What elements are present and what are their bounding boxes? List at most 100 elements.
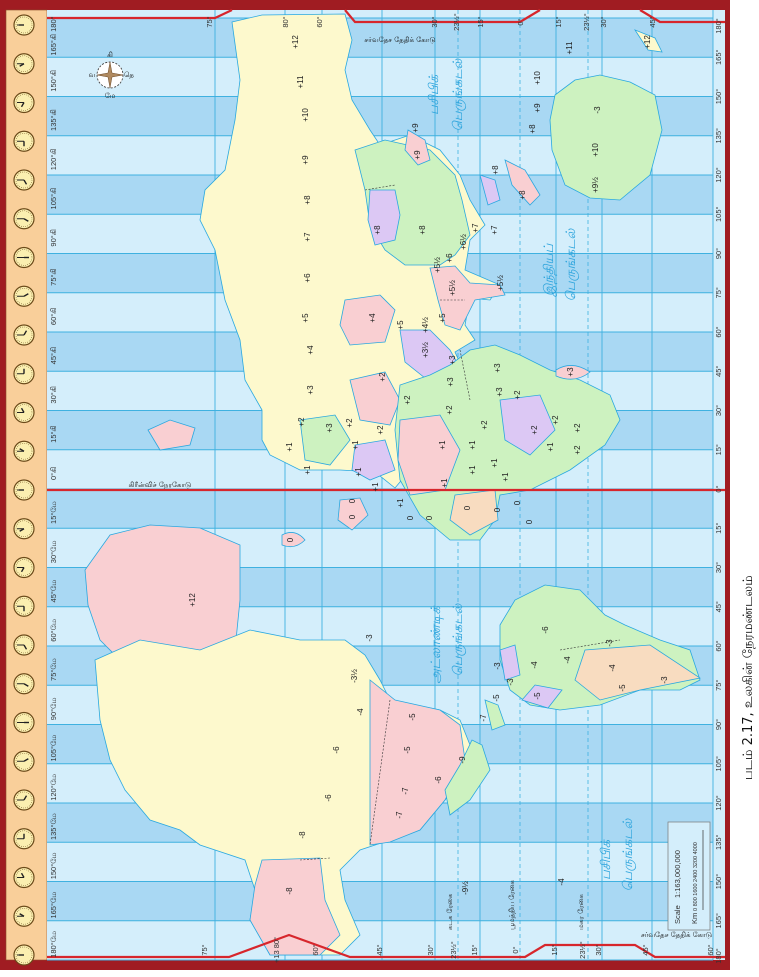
- time-zone-band: [47, 881, 725, 921]
- clock-ticks: [15, 675, 33, 693]
- left-longitude-label: 60°கி: [49, 308, 58, 326]
- time-zone-offset-label: -7: [395, 811, 404, 819]
- time-zone-offset-label: -4: [356, 708, 365, 716]
- time-zone-offset-label: +10: [301, 108, 310, 122]
- time-zone-offset-label: +1: [468, 465, 477, 475]
- clock-ticks: [15, 636, 33, 654]
- country-boundary: [299, 857, 331, 861]
- time-zone-band: [47, 18, 725, 58]
- time-zone-offset-label: -6: [332, 746, 341, 754]
- clock-hour-hand: [20, 102, 25, 108]
- ocean-label-pacific_top: பசிபிக்: [427, 73, 442, 115]
- bottom-latitude-label: 15°: [550, 944, 559, 955]
- left-longitude-label: 105°மே: [49, 735, 58, 762]
- left-longitude-label: 165°கி 180°: [49, 16, 58, 55]
- tropic-of-capricorn-label: மகர ரேகை: [577, 894, 585, 930]
- clock-ticks: [15, 210, 33, 228]
- time-zone-offset-label: +2: [445, 405, 454, 415]
- right-longitude-label: 45°: [714, 601, 723, 612]
- reference-lines: [47, 9, 725, 959]
- land-peru: [521, 684, 563, 709]
- clock-hour-hand: [20, 567, 25, 573]
- time-zone-offset-label: +3½: [421, 342, 430, 358]
- clock-ticks: [15, 907, 33, 925]
- ocean-label-pacific_top: பெருங்கடல்: [451, 57, 467, 131]
- compass-west: மே: [105, 92, 116, 100]
- clock-icon: [13, 711, 35, 734]
- clock-icon: [13, 53, 35, 75]
- time-zone-offset-label: +1: [546, 442, 555, 452]
- time-zone-offset-label: +8: [303, 195, 312, 205]
- time-zone-offset-label: -5: [492, 694, 501, 702]
- clock-icon: [13, 866, 35, 889]
- clock-icon: [13, 828, 35, 850]
- clock-icon: [13, 208, 35, 230]
- bottom-latitude-label: 23½°: [449, 941, 458, 959]
- time-zone-offset-label: 0: [513, 500, 522, 505]
- time-zone-offset-label: -7: [401, 787, 410, 795]
- bottom-latitude-label: 30°: [594, 944, 603, 955]
- top-latitude-label: 0°: [516, 18, 525, 25]
- left-longitude-label: 150°கி: [49, 70, 58, 92]
- time-zone-offset-label: +2: [573, 423, 582, 433]
- left-longitude-label: 120°கி: [49, 149, 58, 171]
- left-longitude-label: 15°கி: [49, 425, 58, 443]
- right-longitude-label: 120°: [714, 795, 723, 811]
- tropic-of-cancer-label: கடக ரேகை: [446, 893, 454, 930]
- right-label-strip: [713, 10, 725, 960]
- clock-icon: [13, 595, 35, 617]
- clock-icon: [13, 363, 35, 385]
- left-longitude-label: 135°கி: [49, 109, 58, 131]
- left-longitude-label: 45°கி: [49, 347, 58, 365]
- compass-south: தெ: [124, 71, 134, 79]
- land-mongolia: [367, 189, 401, 246]
- time-zone-offset-label: +8: [528, 124, 537, 134]
- land-central-america: [484, 699, 506, 731]
- scale-unit: Km: [690, 913, 699, 924]
- clock-ticks: [15, 171, 33, 189]
- time-zone-offset-label: +2: [378, 372, 387, 382]
- scale-title: Scale: [673, 905, 682, 924]
- time-zone-offset-label: -6: [324, 794, 333, 802]
- time-zone-offset-label: -3: [660, 676, 669, 684]
- country-boundary: [459, 349, 471, 401]
- time-zone-offset-label: +9: [411, 123, 420, 133]
- time-zone-offset-label: -5: [408, 713, 417, 721]
- time-zone-offset-label: +12: [188, 593, 197, 607]
- time-zone-offset-label: +1: [351, 440, 360, 450]
- clock-icon: [13, 440, 35, 462]
- time-zone-offset-label: 0: [425, 515, 434, 520]
- compass-east: கி: [107, 51, 113, 59]
- time-zone-offset-label: -6: [541, 626, 550, 634]
- right-longitude-label: 75°: [714, 680, 723, 691]
- time-zone-offset-label: +10: [533, 71, 542, 85]
- right-longitude-label: 90°: [714, 248, 723, 259]
- time-zone-offset-label: +8: [418, 225, 427, 235]
- left-longitude-label: 165°மே: [49, 892, 58, 919]
- left-longitude-label: 15°மே: [49, 501, 58, 524]
- clock-icon: [13, 130, 35, 152]
- left-longitude-label: 120°மே: [49, 774, 58, 801]
- scale-box: Scale 1:163,000,000 Km 0 800 1600 2400 3…: [667, 821, 711, 931]
- land-africa-central: [499, 394, 556, 456]
- clock-hour-hand: [23, 795, 28, 801]
- time-zone-offset-label: +9: [533, 103, 542, 113]
- time-zone-offset-label: +1: [354, 467, 363, 477]
- time-zone-offset-label: -3: [506, 678, 515, 686]
- clock-ticks: [15, 791, 33, 809]
- land-australia: [549, 74, 663, 201]
- left-longitude-label: 30°மே: [49, 540, 58, 563]
- left-longitude-label: 150°மே: [49, 852, 58, 879]
- right-longitude-label: 15°: [714, 523, 723, 534]
- bottom-latitude-label: 45°: [375, 944, 384, 955]
- right-longitude-label: 105°: [714, 756, 723, 772]
- clock-ticks: [15, 94, 33, 111]
- country-boundary: [364, 184, 396, 191]
- time-zone-offset-label: +9½: [591, 177, 600, 193]
- time-zone-offset-label: 0: [348, 498, 357, 503]
- right-longitude-label: 30°: [714, 562, 723, 573]
- time-zone-offset-label: +9: [413, 150, 422, 160]
- clock-icon: [13, 944, 35, 966]
- time-zone-offset-label: +4: [368, 313, 377, 323]
- right-longitude-label: 165°: [714, 913, 723, 929]
